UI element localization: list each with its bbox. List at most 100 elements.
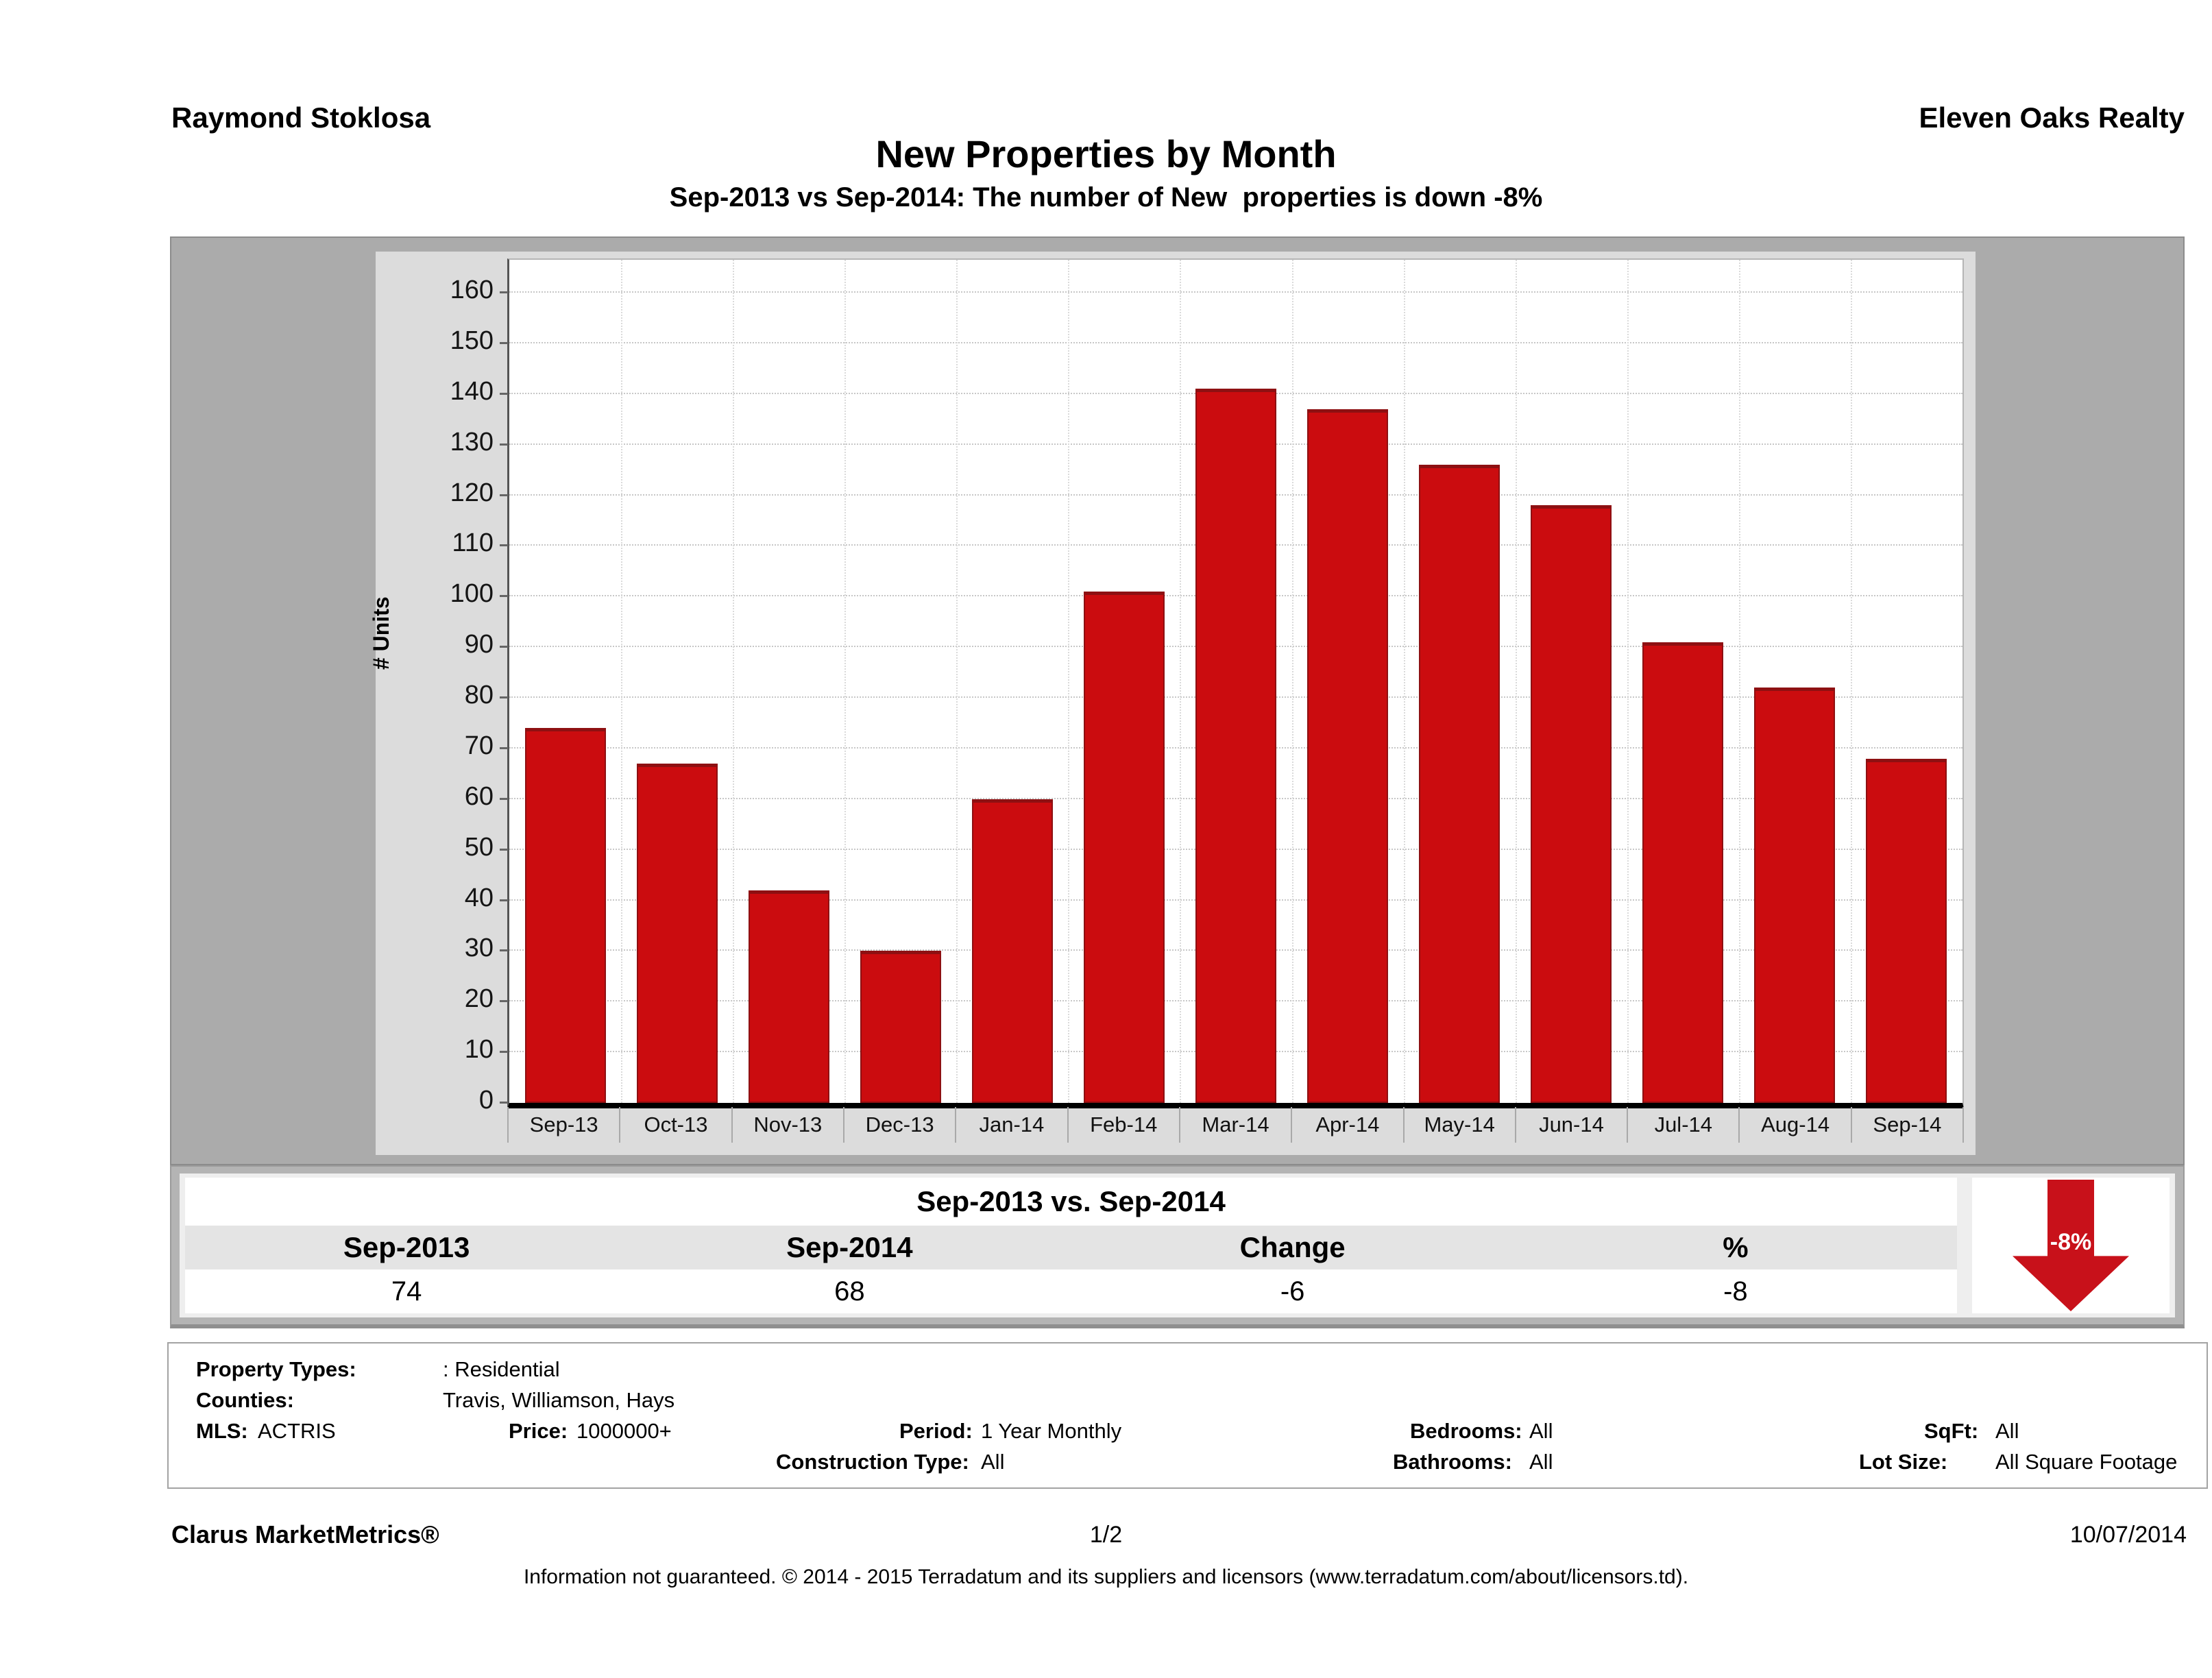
column-separator [1627,260,1629,1103]
brand-name: Clarus MarketMetrics® [171,1520,439,1548]
bar-mar-14 [1195,389,1276,1103]
filters-box: Property Types: : Residential Counties: … [167,1342,2208,1489]
bar-slot [1180,260,1291,1103]
y-tick [500,899,508,901]
column-separator [956,260,958,1103]
bar-jun-14 [1531,505,1612,1103]
column-separator [844,260,847,1103]
page-subtitle: Sep-2013 vs Sep-2014: The number of New … [669,182,1543,212]
column-separator [1515,260,1517,1103]
x-tick-label: Feb-14 [1069,1107,1180,1143]
x-tick-label: May-14 [1405,1107,1516,1143]
x-tick-label: Jan-14 [956,1107,1069,1143]
period-value: 1 Year Monthly [981,1419,1122,1443]
y-tick-label: 10 [464,1035,494,1065]
bar-slot [1292,260,1404,1103]
x-tick-label: Aug-14 [1740,1107,1852,1143]
chart-frame: # Units 0 10 20 30 40 50 60 70 80 90 100 110 120 130 1… [170,236,2185,1165]
x-tick-label: Oct-13 [620,1107,733,1143]
summary-col-header: % [1723,1231,1749,1263]
y-tick-label: 60 [464,781,494,811]
x-tick-label: Dec-13 [844,1107,957,1143]
bar-nov-13 [748,890,829,1103]
y-tick-label: 20 [464,984,494,1014]
lot-size-label: Lot Size: [1859,1450,1948,1474]
y-tick [500,696,508,699]
trend-arrow-label: -8% [2050,1229,2092,1255]
bar-series [509,260,1962,1103]
bar-apr-14 [1307,409,1389,1103]
plot-area [500,258,1964,1108]
bar-sep-13 [524,728,606,1103]
bedrooms-value: All [1529,1419,1553,1443]
bar-oct-13 [636,764,718,1103]
y-tick [500,1051,508,1054]
y-tick-label: 50 [464,832,494,862]
summary-value: -8 [1723,1276,1748,1306]
y-tick-label: 140 [450,376,494,406]
column-separator [1850,260,1852,1103]
y-tick [500,746,508,749]
property-types-value: : Residential [443,1357,560,1381]
bar-slot [956,260,1068,1103]
y-axis-labels: 0 10 20 30 40 50 60 70 80 90 100 110 120 130 140 150 160 [376,258,498,1114]
summary-header-row: Sep-2013 Sep-2014 Change % [185,1226,1957,1269]
x-axis-labels: Sep-13 Oct-13 Nov-13 Dec-13 Jan-14 Feb-14 Mar-… [507,1107,1965,1143]
y-tick [500,291,508,294]
column-separator [621,260,623,1103]
trend-arrow-box: -8% [1972,1178,2170,1313]
page-number: 1/2 [1089,1522,1123,1548]
y-tick-label: 150 [450,326,494,355]
y-tick [500,595,508,598]
bar-jan-14 [971,799,1053,1103]
y-tick-label: 90 [464,630,494,659]
y-tick [500,494,508,496]
y-tick-label: 80 [464,681,494,710]
period-label: Period: [899,1419,973,1443]
construction-type-label: Construction Type: [776,1450,969,1474]
y-tick-label: 40 [464,883,494,912]
price-value: 1000000+ [576,1419,672,1443]
construction-type-value: All [981,1450,1005,1474]
bar-slot [844,260,956,1103]
column-separator [733,260,735,1103]
y-tick [500,544,508,547]
bathrooms-label: Bathrooms: [1393,1450,1512,1474]
summary-col-header: Sep-2013 [343,1231,470,1263]
y-tick [500,341,508,344]
y-tick [500,1000,508,1003]
y-tick [500,848,508,851]
bar-slot [1516,260,1627,1103]
y-tick [500,1102,508,1104]
y-tick-label: 100 [450,579,494,609]
y-tick-label: 130 [450,427,494,457]
summary-title: Sep-2013 vs. Sep-2014 [185,1178,1957,1226]
property-types-label: Property Types: [196,1357,356,1381]
agent-name: Raymond Stoklosa [171,101,431,134]
bedrooms-label: Bedrooms: [1410,1419,1522,1443]
summary-value-row: 74 68 -6 -8 [185,1269,1957,1313]
bar-slot [1851,260,1962,1103]
gridline [509,291,1962,293]
report-date: 10/07/2014 [2069,1522,2187,1548]
bar-sep-14 [1866,758,1947,1103]
bar-may-14 [1419,465,1500,1103]
bar-slot [509,260,621,1103]
bar-jul-14 [1642,642,1724,1103]
price-label: Price: [509,1419,568,1443]
gridline [509,341,1962,343]
bar-slot [621,260,733,1103]
sqft-label: SqFt: [1924,1419,1979,1443]
bar-feb-14 [1083,591,1165,1103]
bar-slot [733,260,844,1103]
x-tick-label: Jul-14 [1628,1107,1740,1143]
bathrooms-value: All [1529,1450,1553,1474]
y-tick-label: 120 [450,478,494,507]
y-tick [500,443,508,446]
mls-label: MLS: [196,1419,248,1443]
y-tick-label: 110 [452,528,494,558]
y-tick [500,646,508,648]
x-tick-label: Jun-14 [1516,1107,1629,1143]
disclaimer-text: Information not guaranteed. © 2014 - 201… [523,1566,1689,1588]
